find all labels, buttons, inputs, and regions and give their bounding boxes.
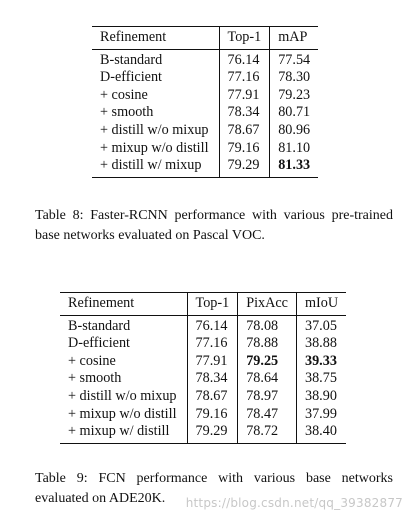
table-row: B-standard 76.14 78.08 37.05: [60, 315, 347, 336]
map-value: 78.30: [269, 69, 319, 87]
pixacc-value: 78.97: [237, 387, 297, 406]
table-8: Refinement Top-1 mAP B-standard 76.14 77…: [92, 26, 319, 178]
table-row: D-efficient 77.16 78.30: [92, 69, 319, 87]
column-header-top1: Top-1: [218, 26, 270, 50]
top1-value: 77.91: [186, 352, 238, 371]
row-name: + distill w/o mixup: [100, 121, 209, 138]
pixacc-value: 78.88: [237, 335, 297, 353]
miou-value: 38.40: [295, 423, 347, 444]
map-value: 77.54: [269, 49, 319, 70]
row-name: + smooth: [100, 104, 154, 121]
row-name: B-standard: [100, 51, 163, 68]
miou-value: 37.05: [295, 315, 347, 336]
miou-value: 38.88: [295, 335, 347, 353]
top1-value: 76.14: [186, 315, 238, 336]
table-row: + distill w/ mixup 79.29 81.33: [92, 157, 319, 178]
table-9-caption: Table 9: FCN performance with various ba…: [35, 471, 393, 506]
table-row: + cosine 77.91 79.23: [92, 86, 319, 105]
column-header-refinement: Refinement: [92, 26, 220, 50]
row-name: + mixup w/o distill: [100, 139, 209, 156]
miou-value: 38.75: [295, 370, 347, 388]
pixacc-value: 78.47: [237, 405, 297, 424]
map-value: 79.23: [269, 86, 319, 105]
top1-value: 76.14: [218, 49, 270, 70]
row-name: + distill w/ mixup: [92, 157, 220, 178]
watermark-url: https://blog.csdn.net/qq_39382877: [185, 496, 403, 510]
table-row: + smooth 78.34 78.64 38.75: [60, 370, 347, 388]
pixacc-value-best: 79.25: [237, 352, 297, 371]
miou-value-best: 39.33: [295, 352, 347, 371]
miou-value: 38.90: [295, 387, 347, 406]
column-header-miou: mIoU: [295, 292, 347, 316]
table-row: + distill w/o mixup 78.67 80.96: [92, 121, 319, 140]
top1-value: 79.29: [218, 157, 270, 178]
table-9: Refinement Top-1 PixAcc mIoU B-standard …: [60, 292, 347, 444]
column-header-refinement: Refinement: [60, 292, 188, 316]
table-row: + cosine 77.91 79.25 39.33: [60, 352, 347, 371]
map-value: 80.71: [269, 104, 319, 122]
pixacc-value: 78.08: [237, 315, 297, 336]
column-header-pixacc: PixAcc: [237, 292, 297, 316]
row-name: + distill w/o mixup: [68, 387, 177, 404]
table-row: + mixup w/ distill 79.29 78.72 38.40: [60, 423, 347, 444]
top1-value: 77.91: [218, 86, 270, 105]
map-value: 81.10: [269, 139, 319, 158]
top1-value: 77.16: [218, 69, 270, 87]
row-name: + cosine: [100, 86, 148, 103]
row-name: + cosine: [68, 352, 116, 369]
table-row: B-standard 76.14 77.54: [92, 49, 319, 70]
row-name: B-standard: [68, 317, 131, 334]
table-row: + distill w/o mixup 78.67 78.97 38.90: [60, 387, 347, 406]
map-value: 80.96: [269, 121, 319, 140]
table-row: + smooth 78.34 80.71: [92, 104, 319, 122]
table-8-header-row: Refinement Top-1 mAP: [92, 26, 319, 50]
top1-value: 79.16: [186, 405, 238, 424]
top1-value: 78.67: [186, 387, 238, 406]
row-name: + mixup w/o distill: [68, 405, 177, 422]
row-name: D-efficient: [68, 335, 130, 352]
column-header-top1: Top-1: [186, 292, 238, 316]
pixacc-value: 78.72: [237, 423, 297, 444]
miou-value: 37.99: [295, 405, 347, 424]
top1-value: 78.34: [186, 370, 238, 388]
map-value-best: 81.33: [269, 157, 319, 178]
row-name: + mixup w/ distill: [60, 423, 188, 444]
top1-value: 78.34: [218, 104, 270, 122]
column-header-map: mAP: [269, 26, 319, 50]
row-name: + smooth: [68, 370, 122, 387]
table-8-caption: Table 8: Faster-RCNN performance with va…: [35, 208, 393, 243]
table-row: D-efficient 77.16 78.88 38.88: [60, 335, 347, 353]
row-name: D-efficient: [100, 69, 162, 86]
top1-value: 79.16: [218, 139, 270, 158]
pixacc-value: 78.64: [237, 370, 297, 388]
top1-value: 78.67: [218, 121, 270, 140]
top1-value: 77.16: [186, 335, 238, 353]
table-9-header-row: Refinement Top-1 PixAcc mIoU: [60, 292, 347, 316]
table-row: + mixup w/o distill 79.16 78.47 37.99: [60, 405, 347, 424]
top1-value: 79.29: [186, 423, 238, 444]
table-row: + mixup w/o distill 79.16 81.10: [92, 139, 319, 158]
